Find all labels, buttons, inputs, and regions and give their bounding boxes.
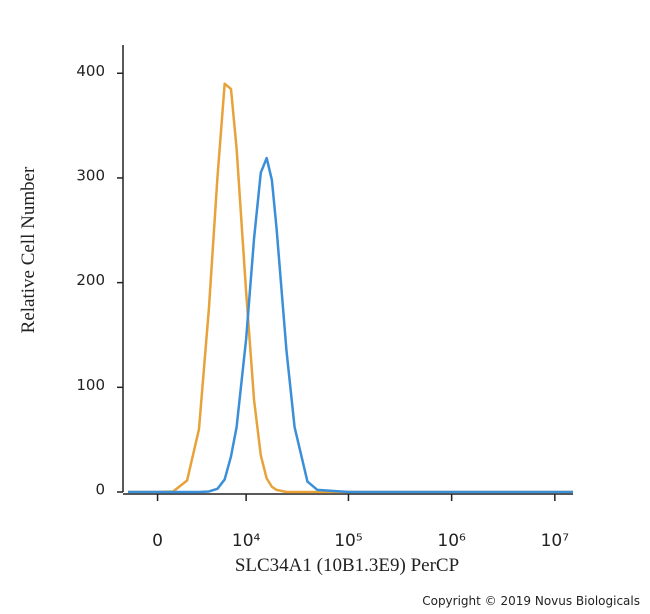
histogram-line [128, 82, 573, 494]
x-axis-label: SLC34A1 (10B1.3E9) PerCP [235, 555, 459, 576]
y-tick-label: 100 [76, 376, 105, 394]
copyright: Copyright © 2019 Novus Biologicals [422, 594, 640, 608]
y-tick-label: 200 [76, 271, 105, 289]
histogram-line [128, 156, 573, 494]
x-tick-label: 10⁴ [232, 531, 261, 551]
x-tick-label: 10⁶ [437, 531, 466, 551]
y-tick-label: 300 [76, 166, 105, 184]
x-tick-label: 0 [152, 531, 163, 551]
y-tick-label: 0 [95, 481, 105, 499]
y-tick-label: 400 [76, 62, 105, 80]
y-axis-label: Relative Cell Number [18, 166, 39, 333]
x-tick-label: 10⁵ [334, 531, 362, 551]
x-tick-label: 10⁷ [541, 531, 570, 551]
